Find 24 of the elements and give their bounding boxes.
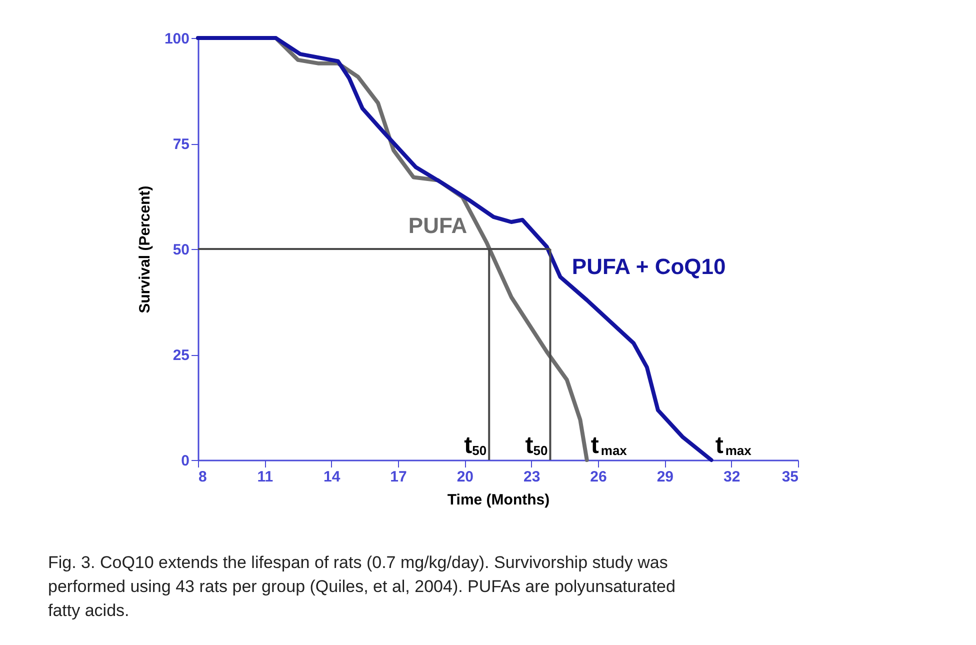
x-tick-label: 17 bbox=[390, 468, 407, 486]
y-axis-title: Survival (Percent) bbox=[136, 186, 154, 314]
x-tick-label: 11 bbox=[257, 468, 274, 486]
x-tick-label: 29 bbox=[656, 468, 674, 486]
x-tick-label: 23 bbox=[523, 468, 540, 486]
y-tick-label: 50 bbox=[172, 242, 190, 258]
series-label: PUFA bbox=[408, 213, 468, 238]
x-tick-label: 35 bbox=[782, 468, 798, 486]
x-tick-label: 32 bbox=[723, 468, 740, 486]
y-tick-label: 0 bbox=[181, 452, 190, 470]
annotation: tmax bbox=[715, 432, 752, 459]
y-tick-label: 75 bbox=[172, 136, 190, 153]
x-tick-label: 20 bbox=[456, 468, 474, 486]
x-tick-label: 26 bbox=[590, 468, 607, 486]
y-tick-label: 100 bbox=[164, 30, 190, 48]
series-label: PUFA + CoQ10 bbox=[572, 254, 726, 279]
annotation: tmax bbox=[590, 432, 628, 459]
x-tick-label: 14 bbox=[323, 468, 341, 486]
caption: Fig. 3. CoQ10 extends the lifespan of rats (0.7 mg/kg/day). Survivorship study was performed using 43 rats per group (Quiles, et al, 2004). PUFAs are polyunsaturated fatty acids. bbox=[48, 553, 676, 620]
annotation: t50 bbox=[464, 432, 487, 459]
y-tick-label: 25 bbox=[172, 347, 190, 364]
x-tick-label: 8 bbox=[198, 468, 207, 486]
x-axis-title: Time (Months) bbox=[447, 492, 550, 508]
annotation: t50 bbox=[525, 432, 548, 459]
